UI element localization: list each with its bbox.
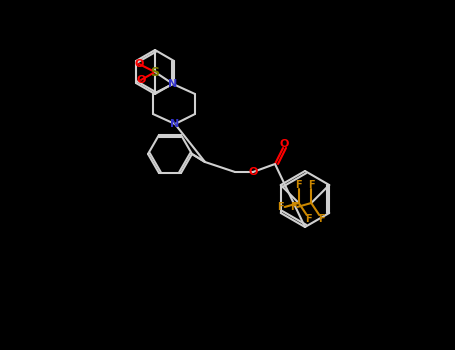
Text: O: O (279, 139, 288, 149)
Text: F: F (278, 202, 284, 212)
Text: F: F (318, 214, 324, 224)
Text: F: F (295, 180, 302, 190)
Text: O: O (134, 59, 144, 69)
Text: O: O (136, 75, 146, 85)
Text: F: F (305, 214, 312, 224)
Text: O: O (248, 167, 258, 177)
Text: N: N (170, 119, 180, 129)
Text: F: F (290, 202, 297, 212)
Text: N: N (168, 79, 177, 89)
Text: S: S (151, 65, 160, 78)
Text: F: F (308, 180, 314, 190)
